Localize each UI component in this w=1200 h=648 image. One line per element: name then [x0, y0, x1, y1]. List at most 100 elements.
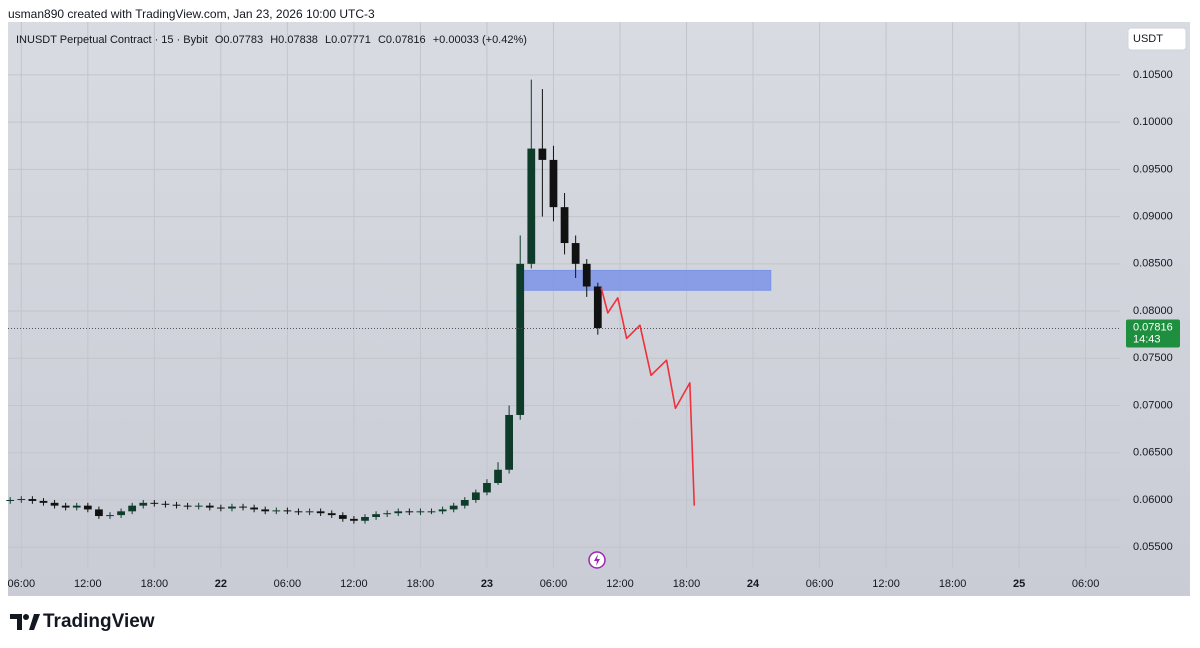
currency-button[interactable] [1127, 27, 1187, 51]
candle-body [471, 492, 480, 500]
candle-body [338, 515, 347, 519]
candle-body [593, 286, 602, 329]
candle-body [316, 511, 325, 514]
y-tick-label: 0.05500 [1133, 541, 1173, 553]
currency-label[interactable]: USDT [1133, 33, 1163, 45]
candle-body [571, 243, 580, 264]
candle-body [272, 510, 281, 512]
candle-body [305, 511, 314, 513]
y-tick-label: 0.10000 [1133, 116, 1173, 128]
candle-body [405, 511, 414, 513]
candle-body [250, 507, 259, 510]
x-tick-label: 25 [1013, 578, 1025, 590]
countdown-label: 14:43 [1133, 333, 1161, 345]
y-tick-label: 0.08500 [1133, 258, 1173, 270]
candle-body [527, 148, 536, 264]
x-tick-label: 22 [215, 578, 227, 590]
candle-body [427, 511, 436, 513]
y-tick-label: 0.07000 [1133, 399, 1173, 411]
x-tick-label: 24 [747, 578, 760, 590]
x-tick-label: 18:00 [407, 578, 435, 590]
ohlc-change: +0.00033 (+0.42%) [433, 34, 527, 46]
candle-body [6, 499, 15, 501]
candle-body [172, 504, 181, 506]
candle-body [560, 207, 569, 244]
candle-body [61, 505, 70, 508]
x-tick-label: 12:00 [606, 578, 634, 590]
candle-body [283, 510, 292, 512]
y-tick-label: 0.09000 [1133, 211, 1173, 223]
ohlc-high: H0.07838 [270, 34, 318, 46]
brand-name: TradingView [43, 611, 155, 632]
candle-body [361, 516, 369, 521]
ohlc-open: O0.07783 [215, 34, 263, 46]
candle-body [449, 505, 458, 510]
ohlc-close: C0.07816 [378, 34, 426, 46]
candle-body [183, 505, 192, 507]
candle-body [95, 509, 103, 517]
candle-body [294, 511, 303, 513]
zone [523, 269, 772, 291]
x-tick-label: 12:00 [74, 578, 102, 590]
candle-body [383, 513, 392, 515]
last-price-label: 0.07816 [1133, 321, 1173, 333]
candle-body [128, 505, 137, 512]
x-tick-label: 18:00 [141, 578, 169, 590]
candle-body [261, 509, 270, 512]
y-tick-label: 0.10500 [1133, 69, 1173, 81]
candle-body [72, 505, 81, 508]
candle-body [538, 148, 547, 160]
candle-body [416, 511, 425, 513]
candle-body [205, 505, 214, 508]
candle-body [150, 502, 159, 504]
candle-body [117, 511, 125, 516]
x-tick-label: 18:00 [673, 578, 701, 590]
ohlc-low: L0.07771 [325, 34, 371, 46]
x-tick-label: 06:00 [540, 578, 568, 590]
y-tick-label: 0.06500 [1133, 447, 1173, 459]
x-tick-label: 18:00 [939, 578, 967, 590]
candle-body [161, 503, 170, 505]
legend: INUSDT Perpetual Contract · 15 · Bybit O… [16, 34, 527, 46]
x-tick-label: 06:00 [806, 578, 834, 590]
candle-body [372, 514, 380, 517]
brand-logo [10, 614, 40, 630]
candle-body [216, 507, 225, 509]
candle-body [228, 506, 236, 509]
projection-line [600, 287, 696, 506]
candle-body [50, 502, 59, 506]
chart-title: INUSDT Perpetual Contract · 15 · Bybit [16, 34, 208, 46]
candle-body [516, 263, 525, 415]
candle-body [582, 263, 591, 287]
candle-body [17, 499, 26, 501]
candle-body [83, 505, 92, 510]
x-tick-label: 06:00 [8, 578, 36, 590]
candle-body [106, 515, 114, 517]
y-tick-label: 0.07500 [1133, 352, 1173, 364]
y-tick-label: 0.09500 [1133, 163, 1173, 175]
candle-body [139, 502, 148, 506]
y-tick-label: 0.06000 [1133, 494, 1173, 506]
candle-body [350, 518, 358, 521]
byline: usman890 created with TradingView.com, J… [8, 7, 375, 21]
candle-body [394, 511, 403, 514]
candle-body [460, 499, 469, 506]
x-tick-label: 12:00 [872, 578, 900, 590]
last-price-badge [1126, 319, 1180, 348]
event-icon [588, 551, 606, 569]
candle-body [39, 500, 48, 503]
x-tick-label: 06:00 [274, 578, 302, 590]
candle-body [505, 414, 514, 470]
x-tick-label: 12:00 [340, 578, 368, 590]
x-tick-label: 06:00 [1072, 578, 1100, 590]
candle-body [194, 505, 203, 507]
candle-body [239, 506, 247, 508]
candle-body [28, 499, 37, 501]
candle-body [549, 159, 558, 208]
y-tick-label: 0.08000 [1133, 305, 1173, 317]
x-tick-label: 23 [481, 578, 493, 590]
candle-body [494, 469, 502, 483]
candle-body [483, 482, 491, 493]
candle-body [327, 513, 336, 516]
